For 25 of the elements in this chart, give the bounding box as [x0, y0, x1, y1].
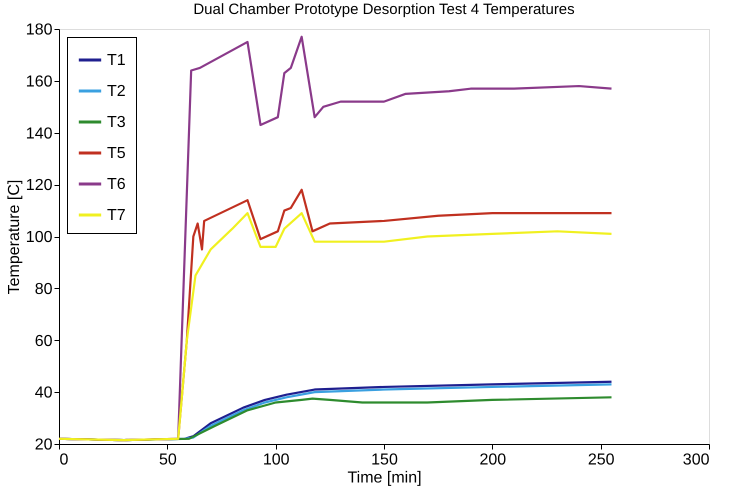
- y-tick-label: 40: [34, 384, 53, 402]
- y-tick-label: 160: [26, 73, 53, 90]
- y-tick-label: 140: [26, 125, 53, 142]
- y-tick-label: 100: [26, 229, 53, 246]
- y-tick-label: 60: [34, 332, 53, 350]
- legend-label: T6: [107, 176, 126, 193]
- x-tick-label: 250: [588, 452, 615, 468]
- chart-title: Dual Chamber Prototype Desorption Test 4 Temperatures: [193, 1, 575, 18]
- y-tick-label: 120: [26, 177, 53, 194]
- x-tick-label: 100: [262, 452, 290, 468]
- legend-label: T1: [107, 52, 126, 69]
- x-tick-label: 200: [479, 452, 506, 468]
- y-axis-title: Temperature [C]: [6, 180, 23, 294]
- legend-label: T7: [107, 207, 126, 224]
- x-axis-title: Time [min]: [347, 470, 422, 486]
- x-tick-label: 150: [371, 452, 398, 468]
- x-tick-label: 300: [682, 452, 710, 468]
- legend-label: T2: [107, 83, 126, 100]
- y-tick-label: 180: [26, 22, 53, 38]
- y-tick-label: 80: [34, 280, 53, 298]
- x-tick-label: 50: [158, 452, 177, 468]
- legend-label: T5: [107, 145, 126, 162]
- legend-label: T3: [107, 114, 126, 131]
- y-tick-label: 20: [34, 436, 53, 454]
- x-tick-label: 0: [60, 452, 68, 468]
